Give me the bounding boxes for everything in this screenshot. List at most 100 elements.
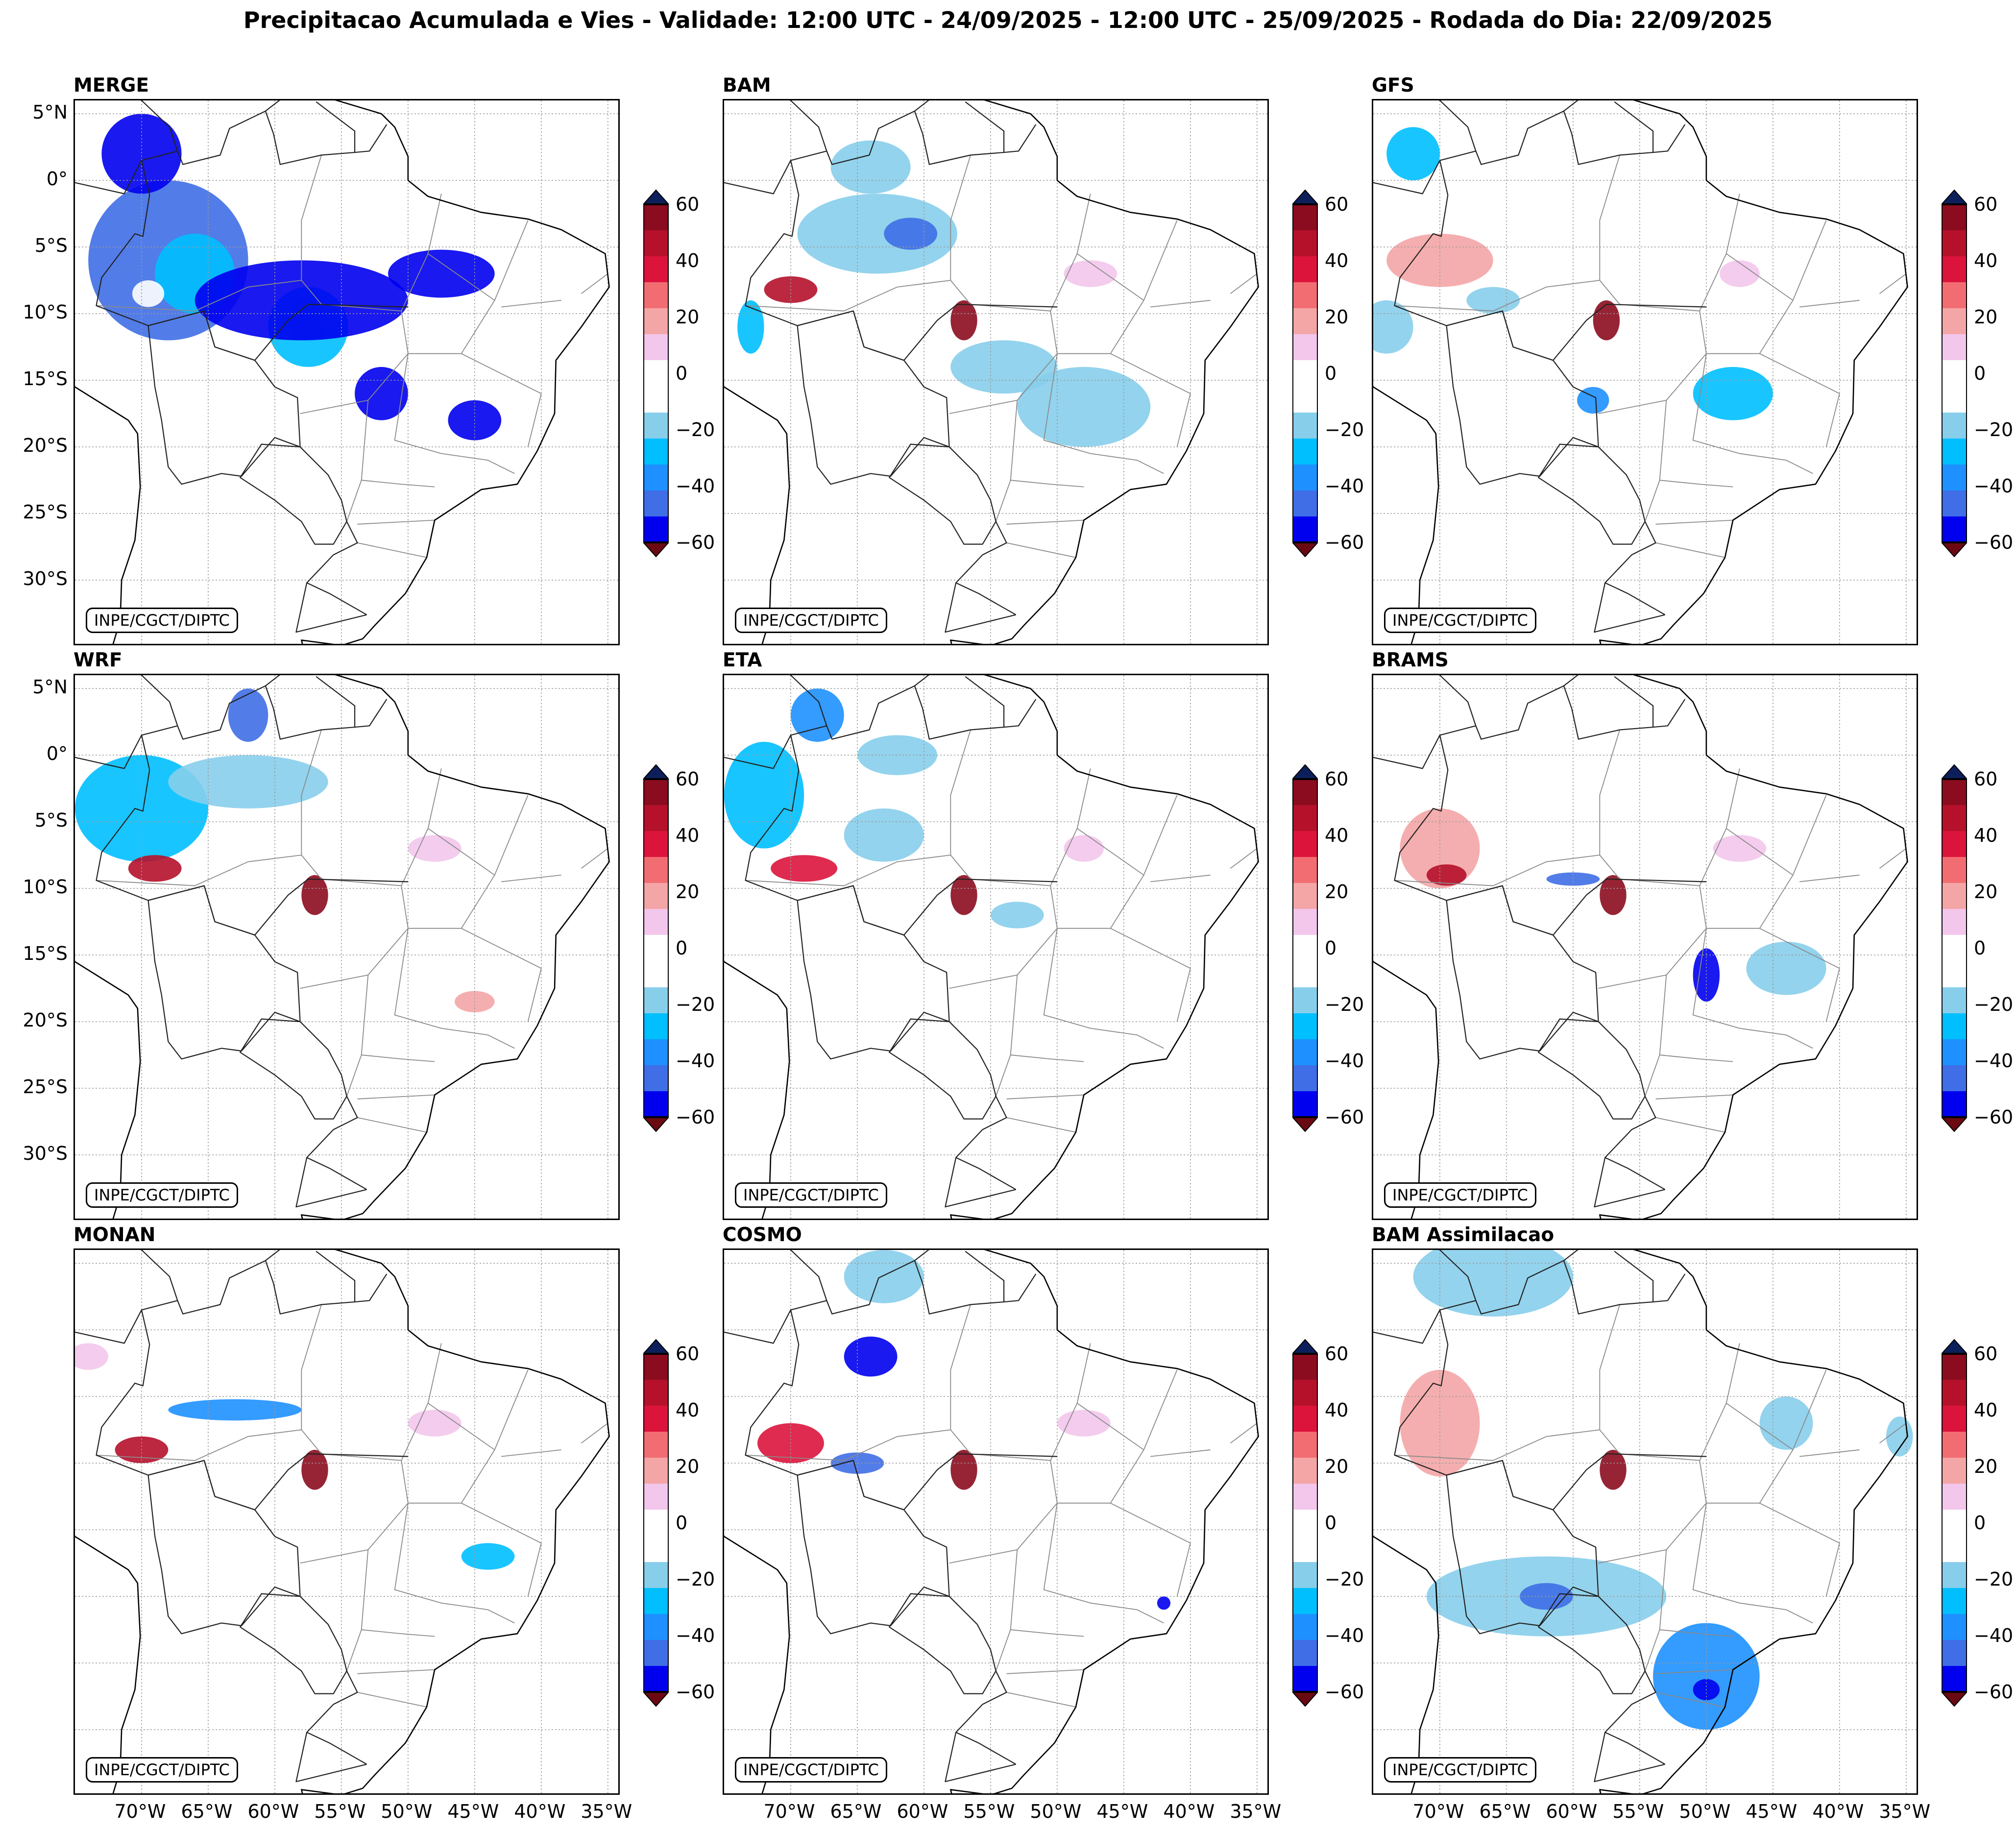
- map-canvas: [724, 100, 1267, 644]
- colorbar-segment: [1942, 857, 1967, 883]
- colorbar-tick-label: 0: [676, 363, 688, 384]
- state-border: [1825, 968, 1840, 1022]
- precip-field: [168, 1399, 302, 1421]
- country-border: [1394, 1260, 1686, 1476]
- colorbar-under-arrow: [643, 1117, 669, 1132]
- country-border: [1394, 685, 1686, 901]
- country-border: [1553, 878, 1706, 936]
- country-border: [789, 675, 827, 726]
- colorbar-tick-label: −40: [676, 1050, 715, 1072]
- state-border: [1759, 928, 1840, 969]
- country-border: [265, 100, 280, 112]
- precip-field: [1057, 1410, 1111, 1437]
- colorbar-tick-label: 60: [1325, 768, 1349, 790]
- colorbar-segment: [1942, 1562, 1967, 1589]
- colorbar-segment: [643, 204, 669, 231]
- colorbar-frame: [1292, 779, 1318, 1117]
- colorbar-segment: [643, 857, 669, 883]
- state-border: [949, 879, 1058, 989]
- country-border: [1538, 443, 1646, 545]
- precip-field: [132, 280, 165, 307]
- state-border: [1655, 1669, 1733, 1674]
- credit-badge: INPE/CGCT/DIPTC: [735, 1182, 887, 1208]
- colorbar-segment: [1942, 961, 1967, 988]
- state-border: [995, 1629, 1011, 1671]
- country-border: [1373, 734, 1440, 769]
- country-border: [745, 110, 1037, 326]
- colorbar-tick-label: 40: [1325, 1399, 1349, 1421]
- colorbar-under-arrow: [1292, 1117, 1318, 1132]
- precip-field: [844, 1250, 924, 1303]
- credit-badge: INPE/CGCT/DIPTC: [86, 608, 238, 633]
- state-border: [461, 1502, 542, 1544]
- state-border: [1006, 1669, 1084, 1674]
- state-border: [1644, 1054, 1660, 1097]
- state-border: [96, 855, 322, 886]
- colorbar: [1942, 1339, 1967, 1707]
- colorbar: [643, 190, 669, 557]
- country-border: [1614, 676, 1654, 728]
- colorbar-segment: [643, 490, 669, 517]
- country-border: [240, 1018, 347, 1120]
- state-border: [1699, 1343, 1740, 1461]
- latitude-tick-label: 25°S: [23, 501, 68, 523]
- colorbar-under-arrow: [1942, 1692, 1967, 1707]
- state-border: [1799, 300, 1860, 308]
- colorbar-segment: [1292, 490, 1318, 517]
- panel-title: WRF: [73, 649, 122, 671]
- colorbar-segment: [1942, 1091, 1967, 1118]
- country-border: [96, 110, 388, 326]
- state-border: [1655, 519, 1733, 525]
- colorbar-tick-label: 0: [676, 1512, 688, 1534]
- state-border: [346, 480, 362, 522]
- figure-title: Precipitacao Acumulada e Vies - Validade…: [243, 7, 1773, 33]
- colorbar-segment: [1292, 961, 1318, 988]
- precip-field: [797, 194, 957, 274]
- state-border: [1879, 1422, 1907, 1444]
- colorbar-tick-label: −20: [1325, 419, 1364, 440]
- colorbar-segment: [1292, 438, 1318, 465]
- colorbar-segment: [643, 779, 669, 806]
- colorbar-segment: [1292, 1354, 1318, 1380]
- coastline: [75, 1535, 141, 1793]
- map-canvas: [724, 1250, 1267, 1793]
- colorbar-tick-label: −40: [1325, 475, 1364, 497]
- colorbar-segment: [643, 1562, 669, 1589]
- coastline: [301, 1250, 610, 1793]
- country-border: [75, 734, 142, 769]
- credit-badge: INPE/CGCT/DIPTC: [735, 1757, 887, 1783]
- state-border: [401, 1343, 442, 1461]
- colorbar-tick-label: 40: [676, 1399, 700, 1421]
- precip-field: [1157, 1596, 1171, 1610]
- state-border: [501, 300, 561, 308]
- precip-field: [1759, 1396, 1813, 1450]
- country-border: [1438, 100, 1477, 151]
- colorbar-segment: [1292, 1510, 1318, 1537]
- state-border: [1655, 1691, 1725, 1708]
- colorbar-tick-label: −20: [676, 419, 715, 440]
- map-canvas: [1373, 1250, 1917, 1793]
- colorbar-segment: [1292, 1639, 1318, 1666]
- country-border: [889, 1018, 996, 1120]
- colorbar-segment: [1942, 334, 1967, 361]
- state-border: [527, 393, 542, 447]
- colorbar-segment: [643, 1039, 669, 1066]
- precip-field: [1426, 864, 1467, 886]
- colorbar-tick-label: 60: [1974, 194, 1998, 215]
- longitude-tick-label: 65°W: [1479, 1801, 1531, 1822]
- state-border: [1659, 975, 1733, 1062]
- state-border: [1759, 1502, 1840, 1544]
- precip-field: [128, 855, 182, 882]
- state-border: [494, 795, 529, 876]
- colorbar-under-arrow: [1292, 1692, 1318, 1707]
- colorbar-over-arrow: [1292, 764, 1318, 779]
- precip-field: [408, 835, 461, 862]
- longitude-tick-label: 40°W: [1163, 1801, 1215, 1822]
- longitude-tick-label: 35°W: [1879, 1801, 1931, 1822]
- colorbar-segment: [1292, 204, 1318, 231]
- longitude-tick-label: 60°W: [897, 1801, 948, 1822]
- colorbar-tick-label: 60: [1325, 1343, 1349, 1365]
- country-border: [745, 1260, 1037, 1476]
- credit-badge: INPE/CGCT/DIPTC: [86, 1757, 238, 1783]
- precip-field: [1017, 367, 1151, 447]
